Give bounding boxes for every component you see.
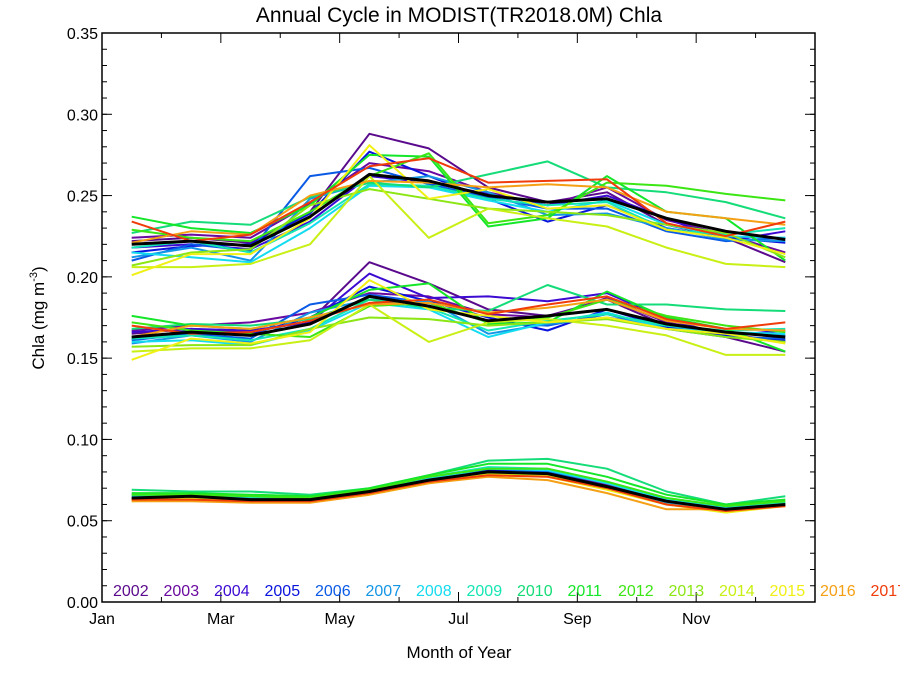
legend-entry-2012: 2012 [618, 583, 654, 600]
series-line-2010-group-3 [131, 457, 786, 506]
x-tick-label: May [325, 611, 355, 628]
series-line-2017-group-2 [131, 295, 786, 335]
x-tick-label: Mar [207, 611, 235, 628]
series-line-2012-group-3 [131, 467, 786, 508]
series-line-2016-group-3 [131, 475, 786, 511]
legend-entry-2008: 2008 [416, 583, 452, 600]
legend-entry-2010: 2010 [517, 583, 553, 600]
y-tick-label: 0.15 [67, 351, 98, 368]
legend-entry-2009: 2009 [467, 583, 503, 600]
series-line-2010-group-1 [131, 160, 786, 234]
legend-entry-2015: 2015 [770, 583, 806, 600]
axes: 0.00 0.05 0.10 0.15 0.20 0.25 0.30 0.35 Jan Mar Ma… [67, 26, 815, 628]
x-tick-label: Jul [448, 611, 468, 628]
x-tick-label: Sep [563, 611, 592, 628]
series-line-2017-group-1 [131, 157, 786, 243]
series-line-2011-group-3 [131, 462, 786, 506]
plot-area [131, 132, 786, 514]
mean-line-group-3 [131, 470, 786, 511]
x-tick-label: Nov [682, 611, 710, 628]
y-tick-label: 0.30 [67, 107, 98, 124]
series-line-2014-group-2 [131, 303, 786, 356]
x-axis-title: Month of Year [407, 643, 512, 662]
legend-entry-2017: 2017 [871, 583, 900, 600]
y-tick-label: 0.00 [67, 595, 98, 612]
series-line-2015-group-1 [131, 144, 786, 277]
legend-entry-2016: 2016 [820, 583, 856, 600]
legend-entry-2003: 2003 [164, 583, 200, 600]
mean-line-group-1 [131, 172, 786, 248]
legend-entry-2011: 2011 [568, 583, 603, 600]
legend-entry-2002: 2002 [113, 583, 149, 600]
legend-entry-2007: 2007 [366, 583, 402, 600]
legend-entry-2014: 2014 [719, 583, 755, 600]
y-tick-label: 0.05 [67, 514, 98, 531]
x-tick-label: Jan [89, 611, 115, 628]
y-tick-label: 0.25 [67, 189, 98, 206]
y-tick-label: 0.10 [67, 432, 98, 449]
series-line-2014-group-1 [131, 175, 786, 269]
legend: 2002 2003 2004 2005 2006 2007 2008 2009 2010 2011… [113, 583, 900, 600]
y-tick-label: 0.20 [67, 270, 98, 287]
legend-entry-2006: 2006 [315, 583, 351, 600]
y-tick-label: 0.35 [67, 26, 98, 43]
legend-entry-2004: 2004 [214, 583, 250, 600]
series-line-2010-group-2 [131, 284, 786, 330]
legend-entry-2013: 2013 [669, 583, 705, 600]
chart-title: Annual Cycle in MODIST(TR2018.0M) Chla [256, 4, 662, 27]
y-axis-title: Chla (mg m-3) [28, 266, 48, 369]
series-line-2016-group-1 [131, 179, 786, 244]
legend-entry-2005: 2005 [265, 583, 301, 600]
series-line-2017-group-3 [131, 474, 786, 512]
mean-line-group-2 [131, 294, 786, 339]
